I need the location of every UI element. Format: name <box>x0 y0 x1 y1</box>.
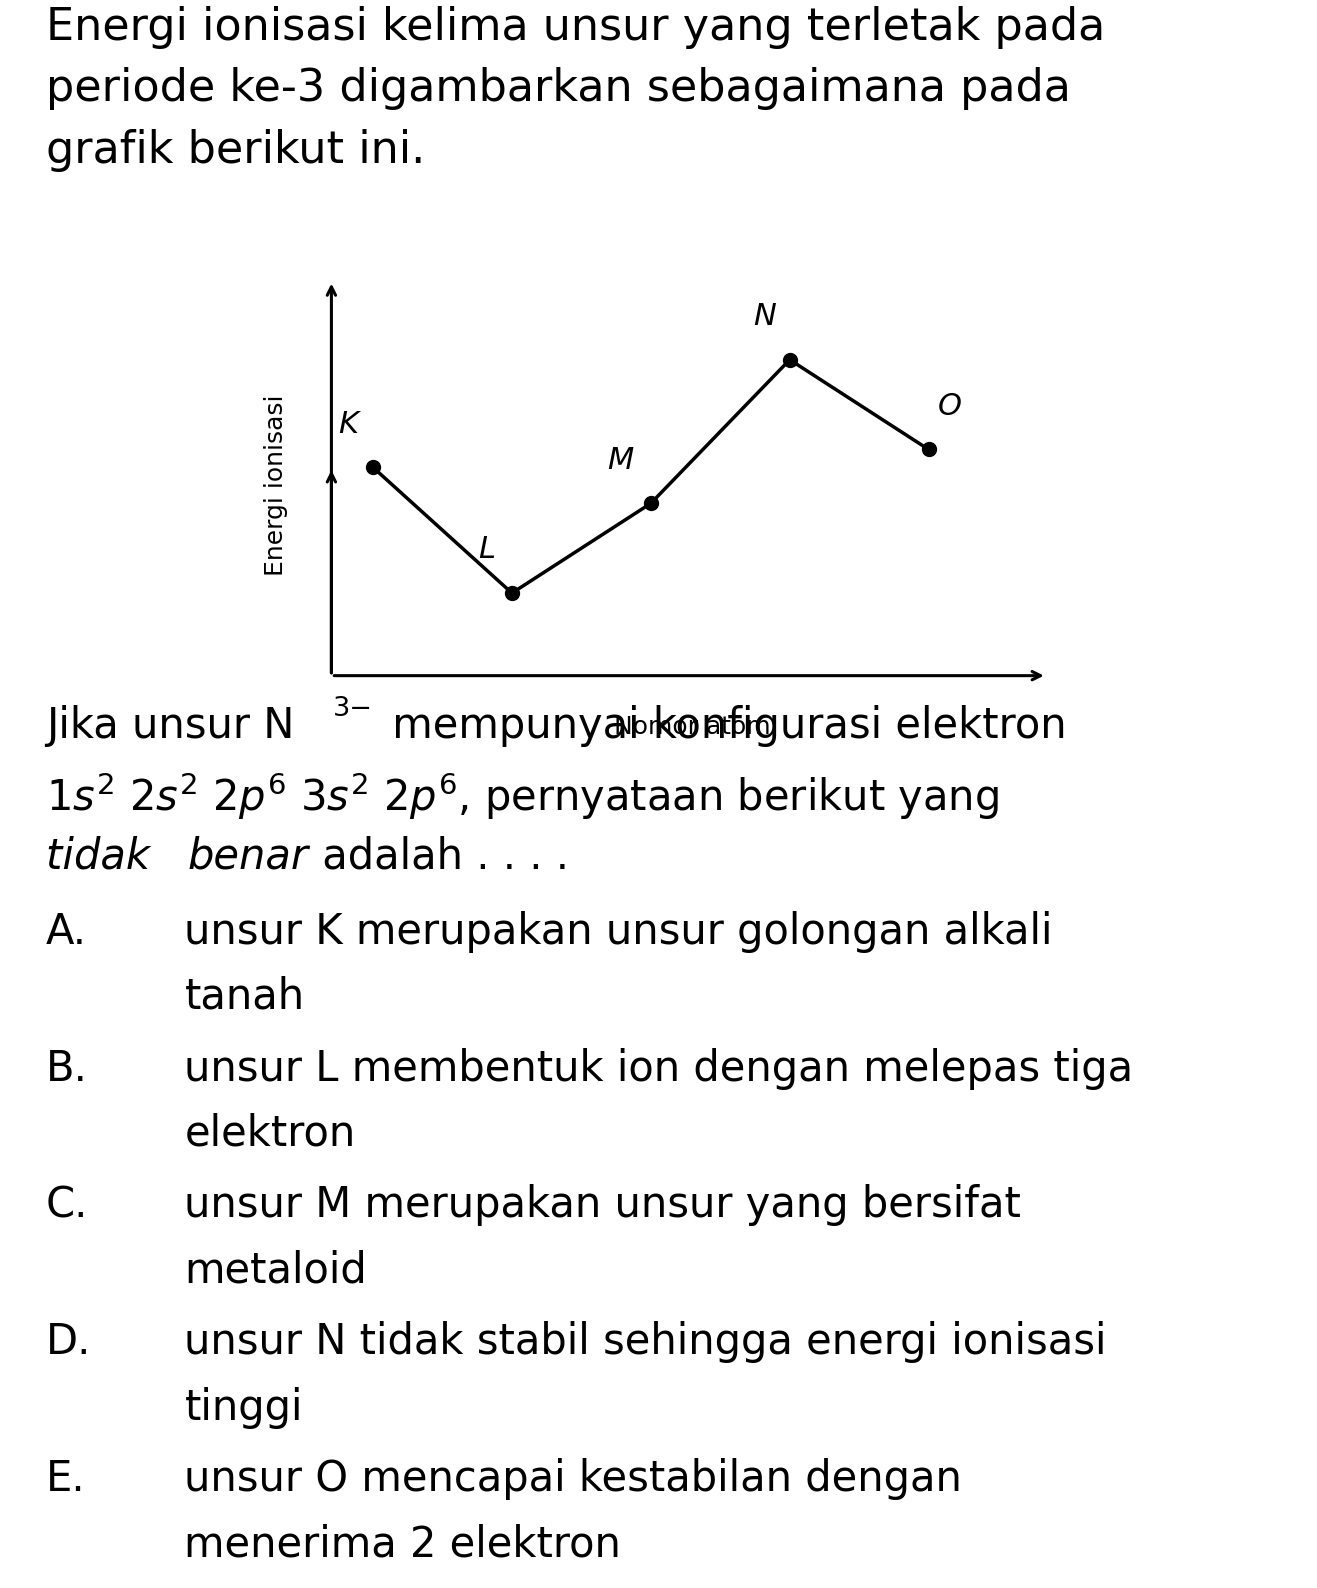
Text: mempunyai konfigurasi elektron: mempunyai konfigurasi elektron <box>379 705 1067 748</box>
Text: 3−: 3− <box>333 697 373 723</box>
Text: E.: E. <box>46 1458 86 1501</box>
Text: Jika unsur N: Jika unsur N <box>46 705 295 748</box>
Text: menerima 2 elektron: menerima 2 elektron <box>184 1523 622 1566</box>
Text: Energi ionisasi: Energi ionisasi <box>263 395 288 576</box>
Text: Nomor atom: Nomor atom <box>614 715 770 738</box>
Text: benar: benar <box>187 835 308 878</box>
Text: unsur L membentuk ion dengan melepas tiga: unsur L membentuk ion dengan melepas tig… <box>184 1048 1134 1089</box>
Text: elektron: elektron <box>184 1113 356 1154</box>
Text: O: O <box>938 392 961 421</box>
Text: C.: C. <box>46 1185 88 1226</box>
Text: L: L <box>478 535 495 564</box>
Text: M: M <box>607 446 633 475</box>
Text: metaloid: metaloid <box>184 1250 367 1291</box>
Text: tidak: tidak <box>46 835 163 878</box>
Text: A.: A. <box>46 912 87 953</box>
Text: unsur M merupakan unsur yang bersifat: unsur M merupakan unsur yang bersifat <box>184 1185 1021 1226</box>
Text: tanah: tanah <box>184 977 304 1018</box>
Text: Energi ionisasi kelima unsur yang terletak pada
periode ke-3 digambarkan sebagai: Energi ionisasi kelima unsur yang terlet… <box>46 6 1105 172</box>
Text: unsur O mencapai kestabilan dengan: unsur O mencapai kestabilan dengan <box>184 1458 963 1501</box>
Text: N: N <box>753 302 776 330</box>
Text: unsur N tidak stabil sehingga energi ionisasi: unsur N tidak stabil sehingga energi ion… <box>184 1321 1106 1364</box>
Text: tinggi: tinggi <box>184 1386 303 1429</box>
Text: adalah . . . .: adalah . . . . <box>309 835 569 878</box>
Text: D.: D. <box>46 1321 91 1364</box>
Text: K: K <box>338 410 358 438</box>
Text: 1$s^2$ 2$s^2$ 2$p^6$ 3$s^2$ 2$p^6$, pernyataan berikut yang: 1$s^2$ 2$s^2$ 2$p^6$ 3$s^2$ 2$p^6$, pern… <box>46 770 1002 823</box>
Text: B.: B. <box>46 1048 88 1089</box>
Text: unsur K merupakan unsur golongan alkali: unsur K merupakan unsur golongan alkali <box>184 912 1052 953</box>
